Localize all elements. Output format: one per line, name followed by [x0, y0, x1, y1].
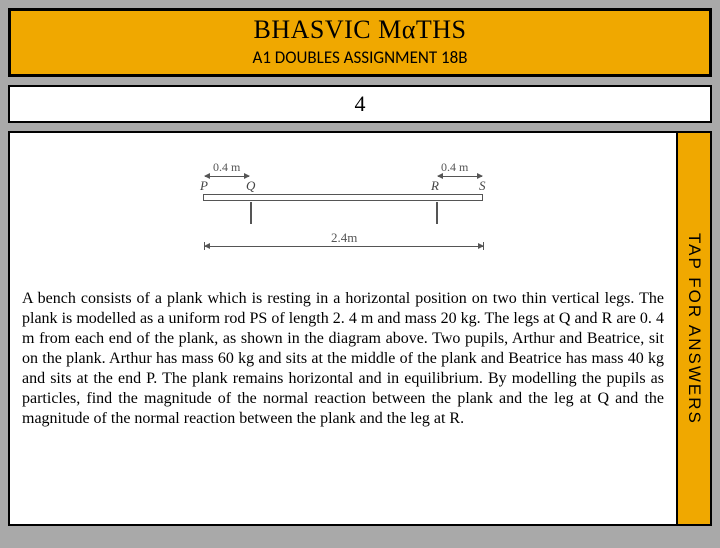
leg-q — [250, 202, 252, 224]
problem-text: A bench consists of a plank which is res… — [22, 289, 664, 429]
tap-label: TAP FOR ANSWERS — [684, 233, 704, 425]
plank-rod — [203, 194, 483, 201]
question-number-box: 4 — [8, 85, 712, 123]
label-p: P — [200, 178, 208, 194]
header-banner: BHASVIC MαTHS A1 DOUBLES ASSIGNMENT 18B — [8, 8, 712, 77]
label-q: Q — [246, 178, 255, 194]
leg-r — [436, 202, 438, 224]
content-wrap: 0.4 m 0.4 m P Q R S 2.4m A bench consist… — [8, 131, 712, 526]
diagram-area: 0.4 m 0.4 m P Q R S 2.4m — [22, 141, 664, 271]
label-s: S — [479, 178, 486, 194]
arrow-rs — [438, 176, 482, 177]
tap-for-answers-button[interactable]: TAP FOR ANSWERS — [676, 131, 712, 526]
dimension-full: 2.4m — [331, 230, 357, 246]
label-r: R — [431, 178, 439, 194]
arrow-full — [205, 246, 483, 247]
dimension-rs: 0.4 m — [441, 160, 468, 175]
main-content: 0.4 m 0.4 m P Q R S 2.4m A bench consist… — [8, 131, 676, 526]
arrow-pq — [205, 176, 249, 177]
header-subtitle: A1 DOUBLES ASSIGNMENT 18B — [11, 47, 709, 68]
header-title: BHASVIC MαTHS — [11, 15, 709, 45]
dimension-pq: 0.4 m — [213, 160, 240, 175]
question-number: 4 — [355, 91, 366, 116]
bench-diagram: 0.4 m 0.4 m P Q R S 2.4m — [183, 154, 503, 259]
